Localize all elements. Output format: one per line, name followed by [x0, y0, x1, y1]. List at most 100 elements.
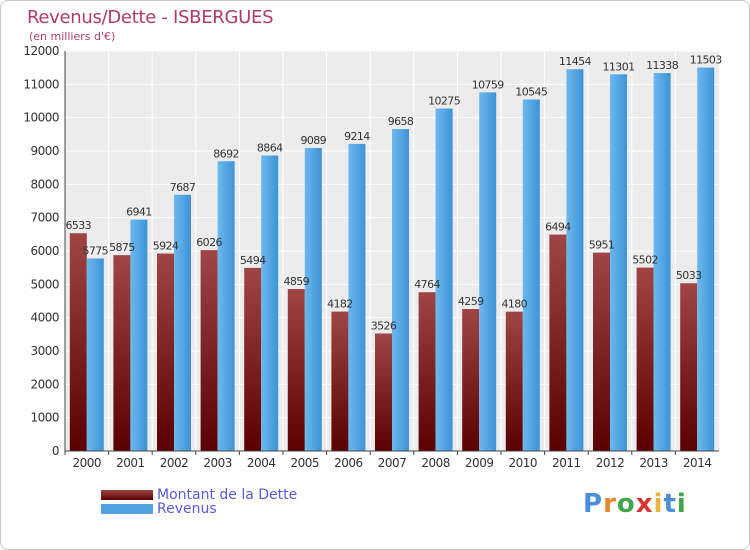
bar-dette: [157, 253, 174, 451]
y-tick-label: 12000: [23, 44, 59, 58]
data-label-dette: 5502: [632, 254, 658, 267]
y-tick-label: 8000: [30, 177, 59, 191]
x-tick-label: 2007: [378, 456, 407, 470]
x-tick-label: 2014: [683, 456, 712, 470]
axes: 0 1000 2000 3000 4000 5000 6000 7000 8000 9000 100…: [23, 44, 719, 470]
y-tick-label: 1000: [30, 411, 59, 425]
bar-revenus: [479, 92, 497, 451]
x-tick-label: 2000: [73, 456, 102, 470]
data-label-revenus: 5775: [82, 245, 108, 258]
data-labels: 6533 5775 5875 6941 5924 7687 6026 8692 5494 8864…: [65, 54, 722, 333]
legend-swatch-revenus: [101, 504, 153, 514]
y-tick-label: 6000: [30, 244, 59, 258]
bar-dette: [418, 292, 436, 451]
data-label-revenus: 10275: [428, 95, 461, 108]
y-tick-label: 5000: [30, 277, 59, 291]
data-label-dette: 4180: [501, 298, 527, 311]
bar-dette: [462, 309, 480, 451]
data-label-revenus: 8864: [257, 142, 283, 155]
logo-letter: i: [676, 489, 687, 519]
data-label-dette: 5875: [109, 241, 135, 254]
data-label-revenus: 10759: [472, 78, 505, 91]
logo-letter: x: [635, 489, 654, 519]
data-label-dette: 5924: [153, 240, 179, 253]
x-tick-label: 2005: [291, 456, 320, 470]
data-label-revenus: 11454: [559, 55, 592, 68]
x-tick-label: 2011: [552, 456, 581, 470]
y-tick-label: 9000: [30, 144, 59, 158]
legend-label-revenus: Revenus: [157, 501, 217, 517]
y-tick-label: 2000: [30, 377, 59, 391]
bar-dette: [549, 234, 567, 451]
y-tick-label: 4000: [30, 311, 59, 325]
bar-dette: [113, 255, 131, 451]
data-label-revenus: 9089: [300, 134, 326, 147]
x-tick-label: 2001: [116, 456, 145, 470]
x-tick-label: 2002: [160, 456, 189, 470]
bars: [69, 67, 715, 452]
logo-letter: t: [663, 489, 677, 519]
data-label-dette: 5033: [676, 269, 702, 282]
bar-dette: [331, 311, 349, 451]
bar-dette: [636, 267, 654, 451]
data-label-revenus: 8692: [213, 147, 239, 160]
bar-dette: [505, 311, 523, 451]
x-tick-label: 2003: [203, 456, 232, 470]
bar-revenus: [86, 258, 104, 451]
bar-dette: [244, 267, 262, 451]
x-tick-label: 2009: [465, 456, 494, 470]
bar-revenus: [435, 108, 453, 451]
y-tick-label: 3000: [30, 344, 59, 358]
bar-dette: [69, 233, 87, 451]
data-label-dette: 6533: [65, 219, 91, 232]
bar-revenus: [610, 74, 627, 452]
bar-dette: [680, 283, 698, 451]
data-label-revenus: 7687: [170, 181, 196, 194]
bar-dette: [593, 252, 610, 451]
x-tick-label: 2006: [334, 456, 363, 470]
data-label-revenus: 9658: [388, 115, 414, 128]
logo-letter: o: [616, 489, 636, 519]
bar-dette: [287, 289, 305, 451]
data-label-dette: 4859: [283, 275, 309, 288]
bar-revenus: [653, 73, 671, 452]
data-label-revenus: 9214: [344, 130, 370, 143]
bar-revenus: [392, 129, 409, 452]
chart-title: Revenus/Dette - ISBERGUES: [27, 7, 274, 28]
legend-item-dette: Montant de la Dette: [101, 487, 297, 503]
data-label-revenus: 11301: [603, 60, 635, 73]
data-label-dette: 4182: [327, 298, 353, 311]
proxiti-logo: Proxiti: [583, 489, 687, 519]
data-label-dette: 3526: [371, 319, 397, 332]
data-label-dette: 4259: [458, 295, 484, 308]
y-tick-label: 7000: [30, 211, 59, 225]
bar-revenus: [130, 219, 148, 451]
data-label-dette: 5951: [589, 239, 615, 252]
x-tick-label: 2008: [421, 456, 450, 470]
bar-revenus: [697, 67, 715, 452]
data-label-dette: 5494: [240, 254, 266, 267]
data-label-dette: 4764: [414, 278, 440, 291]
bar-revenus: [522, 99, 540, 451]
y-tick-label: 10000: [23, 111, 59, 125]
data-label-revenus: 11503: [690, 54, 723, 67]
bar-dette: [375, 333, 392, 451]
y-tick-label: 0: [52, 444, 59, 458]
bar-dette: [200, 250, 218, 451]
bar-revenus: [566, 69, 584, 451]
logo-letter: i: [653, 489, 664, 519]
x-tick-label: 2013: [639, 456, 668, 470]
bar-revenus: [174, 194, 191, 451]
bar-revenus: [348, 143, 366, 451]
y-tick-label: 11000: [23, 77, 59, 91]
logo-letter: P: [583, 489, 604, 519]
bar-revenus: [261, 155, 279, 452]
chart-subtitle: (en milliers d'€): [29, 30, 116, 43]
data-label-dette: 6494: [545, 221, 571, 234]
data-label-revenus: 6941: [126, 206, 152, 219]
data-label-dette: 6026: [196, 236, 222, 249]
x-tick-label: 2004: [247, 456, 276, 470]
legend-label-dette: Montant de la Dette: [157, 487, 298, 503]
